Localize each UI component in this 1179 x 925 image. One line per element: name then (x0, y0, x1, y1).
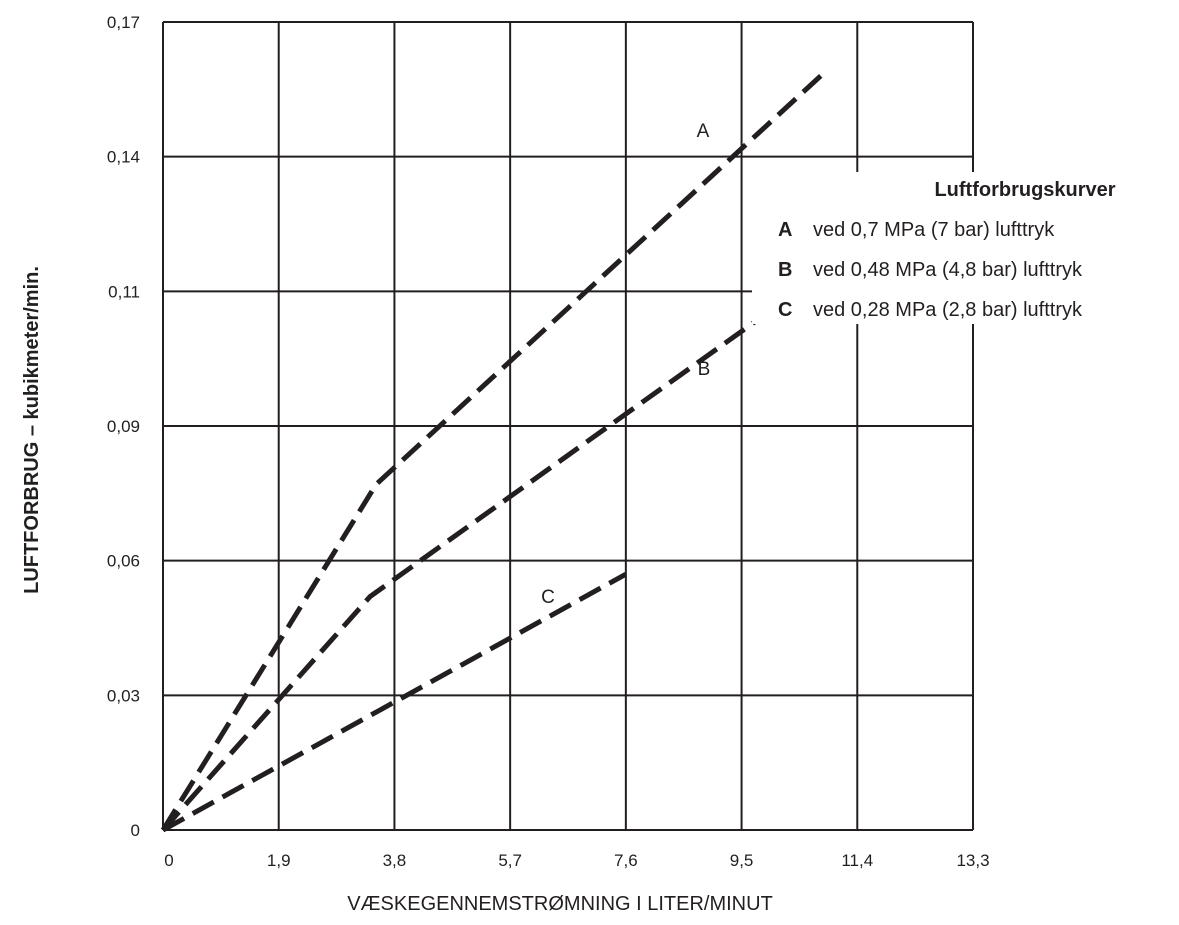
legend-entry-text: ved 0,48 MPa (4,8 bar) lufttryk (813, 259, 1083, 281)
y-axis-label: LUFTFORBRUG – kubikmeter/min. (21, 266, 43, 594)
y-tick-label: 0,14 (107, 148, 140, 167)
x-tick-label: 0 (164, 851, 173, 870)
x-tick-label: 11,4 (841, 851, 873, 870)
series-labels: A B C (541, 121, 710, 608)
legend-entry-text: ved 0,7 MPa (7 bar) lufttryk (813, 219, 1055, 241)
x-tick-label: 1,9 (267, 851, 291, 870)
y-tick-label: 0,03 (107, 686, 140, 705)
x-axis-label: VÆSKEGENNEMSTRØMNING I LITER/MINUT (347, 893, 773, 915)
legend: Luftforbrugskurver A ved 0,7 MPa (7 bar) l… (752, 172, 1179, 324)
legend-entry-text: ved 0,28 MPa (2,8 bar) lufttryk (813, 299, 1083, 321)
x-tick-label: 9,5 (730, 851, 754, 870)
series-line-b (161, 316, 762, 832)
series-label-b: B (698, 359, 711, 380)
y-tick-label: 0 (131, 821, 140, 840)
tick-labels: 0 1,9 3,8 5,7 7,6 9,5 11,4 13,3 0 0,03 0,06 0,09 0,1… (107, 13, 990, 870)
legend-key-b: B (778, 259, 792, 281)
series-line-c (161, 571, 628, 833)
y-tick-label: 0,09 (107, 417, 140, 436)
series-label-a: A (697, 121, 710, 142)
grid (162, 21, 974, 831)
legend-key-c: C (778, 299, 792, 321)
x-tick-label: 13,3 (956, 851, 989, 870)
y-tick-label: 0,17 (107, 13, 140, 32)
series-label-c: C (541, 587, 555, 608)
x-tick-label: 7,6 (614, 851, 638, 870)
legend-key-a: A (778, 219, 792, 241)
series-lines (160, 74, 823, 833)
y-tick-label: 0,06 (107, 552, 140, 571)
x-tick-label: 3,8 (383, 851, 407, 870)
y-tick-label: 0,11 (108, 282, 140, 301)
legend-background (752, 172, 1179, 324)
x-tick-label: 5,7 (498, 851, 522, 870)
legend-title: Luftforbrugskurver (934, 179, 1115, 201)
